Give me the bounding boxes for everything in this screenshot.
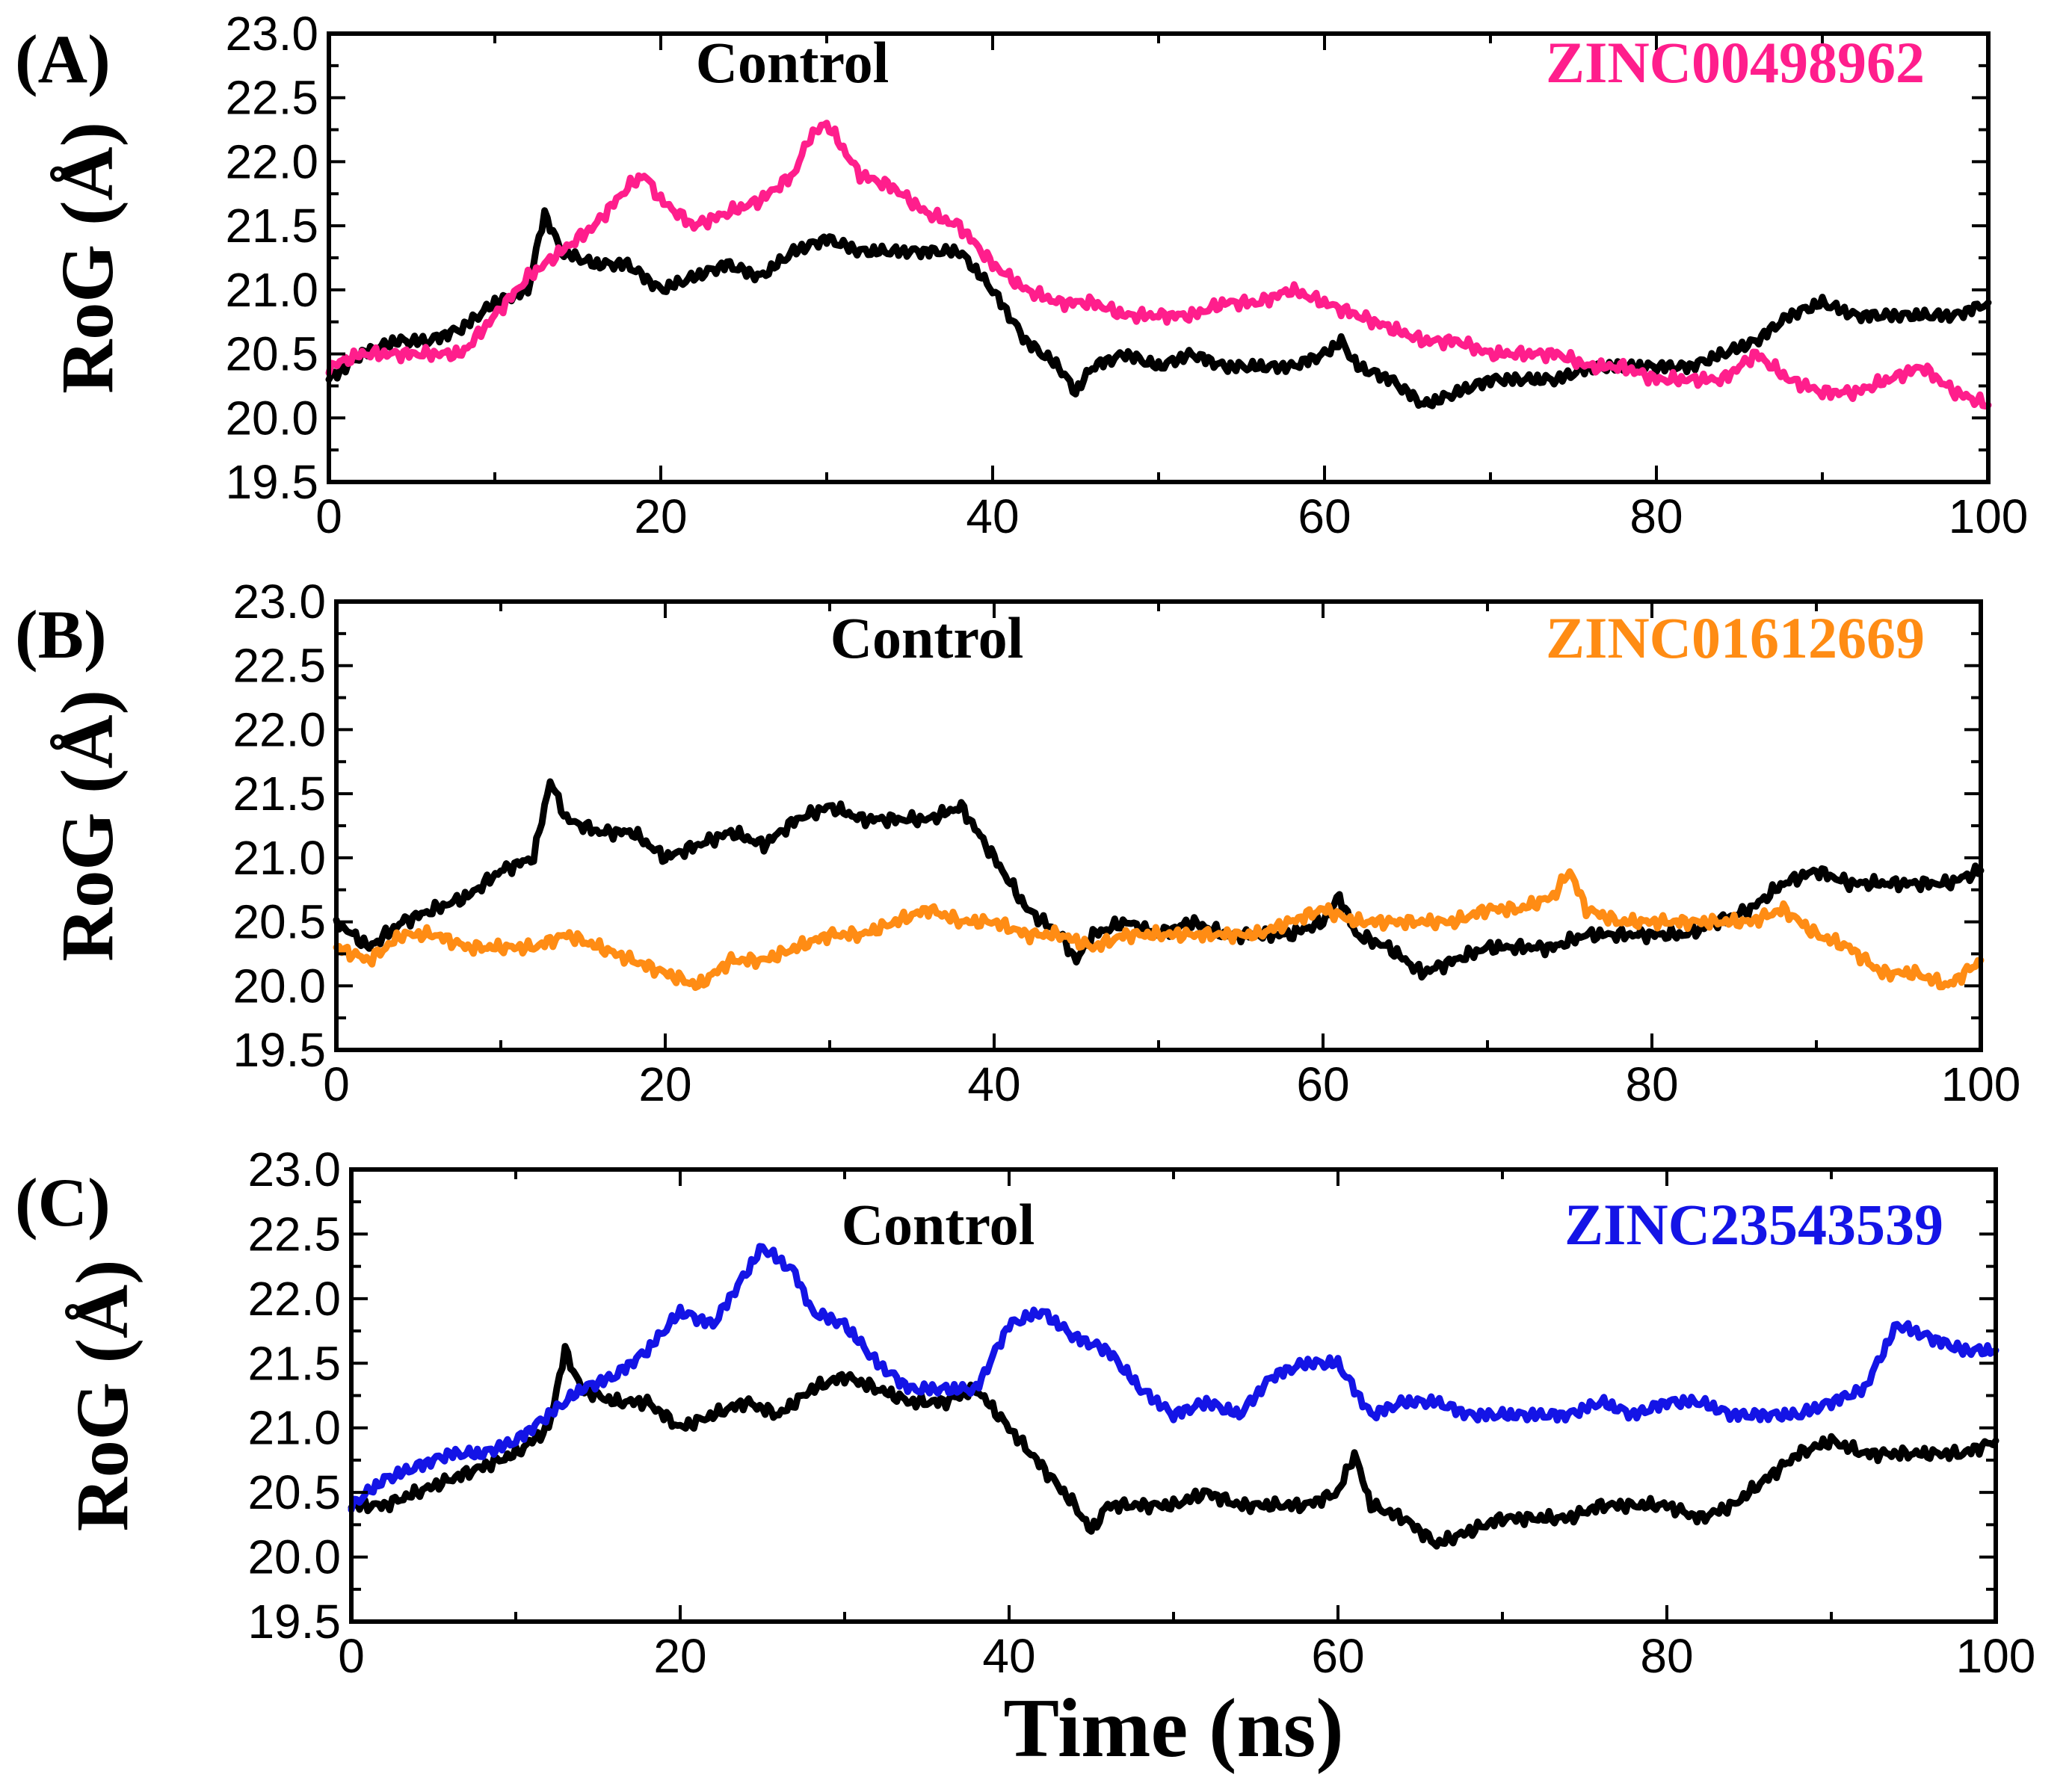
x-tick-label: 80 <box>1629 489 1683 543</box>
x-tick-label: 80 <box>1625 1057 1678 1111</box>
series-line-zinc23543539 <box>348 1243 1999 1513</box>
x-tick-label: 0 <box>338 1629 365 1683</box>
panel-label: (A) <box>15 21 111 97</box>
y-tick-label: 21.0 <box>247 1401 341 1455</box>
x-tick-label: 80 <box>1640 1629 1693 1683</box>
legend-entry-control: Control <box>696 30 889 95</box>
y-tick-label: 20.5 <box>247 1465 341 1519</box>
x-tick-label: 0 <box>323 1057 350 1111</box>
panels: 0 20 40 60 80 100 19.5 20.0 20.5 21.0 21.5 22.0 22.5… <box>15 7 2035 1775</box>
y-tick-label: 23.0 <box>232 575 326 628</box>
legend-entry-zinc23543539: ZINC23543539 <box>1564 1192 1943 1257</box>
chart-panel-b: 0 20 40 60 80 100 19.5 20.0 20.5 21.0 21.5 22.0 22.5… <box>15 575 2020 1111</box>
legend-entry-zinc00498962: ZINC00498962 <box>1546 30 1925 95</box>
x-tick-label: 60 <box>1298 489 1351 543</box>
x-tick-label: 40 <box>982 1629 1035 1683</box>
y-tick-label: 20.0 <box>225 391 318 445</box>
series-line-control <box>348 1343 1999 1550</box>
y-tick-label: 22.5 <box>225 71 318 125</box>
y-axis-label: RoG (Å) <box>46 690 129 962</box>
y-tick-label: 21.0 <box>225 263 318 317</box>
y-tick-label: 21.0 <box>232 831 326 885</box>
x-tick-label: 40 <box>966 489 1019 543</box>
y-tick-label: 22.0 <box>225 135 318 188</box>
x-tick-label: 20 <box>634 489 687 543</box>
x-tick-label: 0 <box>315 489 342 543</box>
y-tick-label: 21.5 <box>247 1336 341 1390</box>
x-tick-label: 60 <box>1296 1057 1349 1111</box>
chart-panel-c: 0 20 40 60 80 100 19.5 20.0 20.5 21.0 21.5 22.0 22.5… <box>15 1143 2035 1775</box>
x-tick-label: 100 <box>1941 1057 2021 1111</box>
y-axis-label: RoG (Å) <box>46 122 129 394</box>
series-line-control <box>333 778 1985 981</box>
chart-panel-a: 0 20 40 60 80 100 19.5 20.0 20.5 21.0 21.5 22.0 22.5… <box>15 7 2028 543</box>
y-tick-label: 19.5 <box>225 455 318 509</box>
x-tick-label: 100 <box>1956 1629 2036 1683</box>
y-tick-label: 21.5 <box>225 199 318 253</box>
y-tick-label: 20.5 <box>232 895 326 949</box>
y-tick-label: 19.5 <box>247 1595 341 1649</box>
y-tick-label: 21.5 <box>232 767 326 821</box>
y-tick-label: 19.5 <box>232 1023 326 1077</box>
series-line-zinc01612669 <box>333 868 1985 992</box>
y-tick-label: 23.0 <box>247 1143 341 1196</box>
legend-entry-zinc01612669: ZINC01612669 <box>1546 605 1925 670</box>
panel-label: (B) <box>15 596 107 673</box>
x-tick-label: 40 <box>967 1057 1020 1111</box>
x-tick-label: 20 <box>638 1057 691 1111</box>
series-line-control <box>325 207 1992 410</box>
y-axis-label: RoG (Å) <box>61 1260 144 1532</box>
y-tick-label: 22.5 <box>232 639 326 693</box>
legend-entry-control: Control <box>830 605 1024 670</box>
y-tick-label: 23.0 <box>225 7 318 61</box>
x-tick-label: 20 <box>653 1629 706 1683</box>
y-tick-label: 20.0 <box>232 959 326 1013</box>
y-tick-label: 20.0 <box>247 1530 341 1584</box>
x-tick-label: 60 <box>1311 1629 1364 1683</box>
y-tick-label: 20.5 <box>225 327 318 381</box>
x-axis-label: Time (ns) <box>1003 1682 1343 1775</box>
x-tick-label: 100 <box>1949 489 2029 543</box>
series-line-zinc00498962 <box>325 120 1992 410</box>
y-tick-label: 22.5 <box>247 1207 341 1261</box>
panel-label: (C) <box>15 1164 111 1240</box>
y-tick-label: 22.0 <box>247 1272 341 1326</box>
legend-entry-control: Control <box>842 1192 1035 1257</box>
y-tick-label: 22.0 <box>232 702 326 756</box>
